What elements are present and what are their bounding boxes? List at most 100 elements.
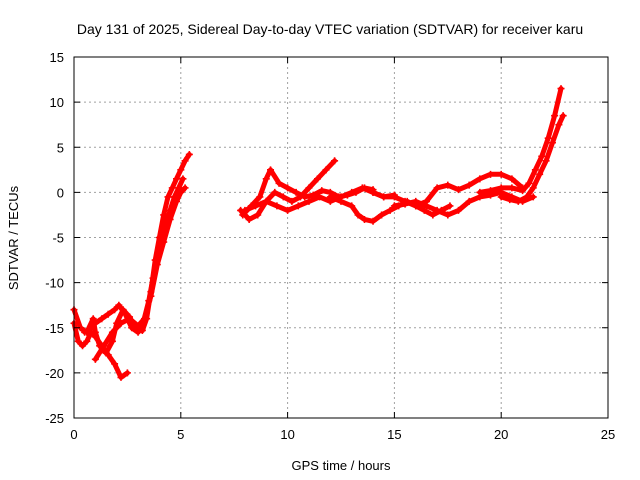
data-point bbox=[348, 202, 356, 210]
data-point bbox=[164, 193, 172, 201]
data-point bbox=[444, 181, 452, 189]
data-point bbox=[536, 170, 544, 178]
data-point bbox=[514, 197, 522, 205]
data-point bbox=[337, 197, 345, 205]
data-point bbox=[134, 328, 142, 336]
data-point bbox=[91, 328, 99, 336]
data-point bbox=[81, 328, 89, 336]
data-point bbox=[271, 188, 279, 196]
data-point bbox=[506, 196, 514, 204]
data-point bbox=[91, 355, 99, 363]
series-pass-mid-4 bbox=[326, 193, 454, 225]
y-tick-label: 0 bbox=[57, 185, 64, 200]
data-point bbox=[301, 193, 309, 201]
series-pass-early-4 bbox=[91, 184, 189, 363]
data-point bbox=[538, 152, 546, 160]
data-point bbox=[168, 184, 176, 192]
data-point bbox=[91, 319, 99, 327]
data-point bbox=[508, 184, 516, 192]
x-tick-label: 5 bbox=[177, 427, 184, 442]
data-point bbox=[358, 184, 366, 192]
data-point bbox=[559, 112, 567, 120]
data-point bbox=[476, 188, 484, 196]
data-point bbox=[245, 215, 253, 223]
data-point bbox=[476, 175, 484, 183]
data-point bbox=[279, 193, 287, 201]
series-pass-mid-5 bbox=[369, 170, 527, 210]
data-point bbox=[380, 193, 388, 201]
data-point bbox=[429, 211, 437, 219]
x-axis-label: GPS time / hours bbox=[292, 458, 391, 473]
data-point bbox=[179, 175, 187, 183]
data-point bbox=[508, 175, 516, 183]
data-point bbox=[551, 112, 559, 120]
data-point bbox=[177, 166, 185, 174]
data-point bbox=[98, 315, 106, 323]
data-point bbox=[369, 217, 377, 225]
axis-ticks: 0 5 10 15 20 25 -25 -20 -15 -10 -5 0 5 10 15 bbox=[45, 50, 615, 442]
data-point bbox=[134, 322, 142, 330]
x-tick-label: 10 bbox=[280, 427, 294, 442]
data-point bbox=[108, 328, 116, 336]
data-point bbox=[160, 238, 168, 246]
data-point bbox=[254, 211, 262, 219]
data-point bbox=[454, 186, 462, 194]
data-point bbox=[239, 211, 247, 219]
data-point bbox=[348, 188, 356, 196]
data-point bbox=[126, 315, 134, 323]
data-point bbox=[444, 211, 452, 219]
data-point bbox=[173, 175, 181, 183]
data-point bbox=[548, 139, 556, 147]
data-point bbox=[241, 206, 249, 214]
y-tick-label: 5 bbox=[57, 140, 64, 155]
data-point bbox=[273, 202, 281, 210]
data-point bbox=[111, 306, 119, 314]
x-tick-label: 0 bbox=[70, 427, 77, 442]
data-point bbox=[390, 202, 398, 210]
data-point bbox=[465, 181, 473, 189]
data-point bbox=[177, 188, 185, 196]
data-point bbox=[294, 202, 302, 210]
series-pass-late-2 bbox=[497, 112, 567, 205]
data-point bbox=[454, 206, 462, 214]
data-point bbox=[284, 206, 292, 214]
data-point bbox=[318, 187, 326, 195]
data-point bbox=[519, 187, 527, 195]
y-tick-label: -10 bbox=[45, 276, 64, 291]
data-point bbox=[487, 187, 495, 195]
data-point bbox=[100, 342, 108, 350]
series-trace bbox=[92, 185, 188, 362]
data-point bbox=[166, 215, 174, 223]
data-point bbox=[529, 184, 537, 192]
y-tick-label: 10 bbox=[50, 95, 64, 110]
data-point bbox=[185, 150, 193, 158]
y-tick-label: -5 bbox=[52, 231, 64, 246]
data-point bbox=[181, 184, 189, 192]
data-point bbox=[181, 157, 189, 165]
data-point bbox=[544, 134, 552, 142]
data-point bbox=[487, 170, 495, 178]
y-tick-label: -25 bbox=[45, 411, 64, 426]
data-point bbox=[326, 193, 334, 201]
data-point bbox=[267, 166, 275, 174]
data-point bbox=[175, 184, 183, 192]
data-point bbox=[420, 206, 428, 214]
data-point bbox=[369, 188, 377, 196]
data-point bbox=[173, 197, 181, 205]
data-point bbox=[555, 121, 563, 129]
data-point bbox=[87, 324, 95, 332]
data-point bbox=[140, 315, 148, 323]
y-tick-label: -20 bbox=[45, 366, 64, 381]
data-point bbox=[275, 179, 283, 187]
grid bbox=[74, 57, 608, 418]
data-point bbox=[117, 373, 125, 381]
data-point bbox=[542, 157, 550, 165]
y-tick-label: -15 bbox=[45, 321, 64, 336]
data-point bbox=[497, 184, 505, 192]
data-point bbox=[147, 292, 155, 300]
y-tick-label: 15 bbox=[50, 50, 64, 65]
data-point bbox=[153, 261, 161, 269]
data-point bbox=[531, 166, 539, 174]
series-pass-mid-6 bbox=[390, 188, 537, 219]
